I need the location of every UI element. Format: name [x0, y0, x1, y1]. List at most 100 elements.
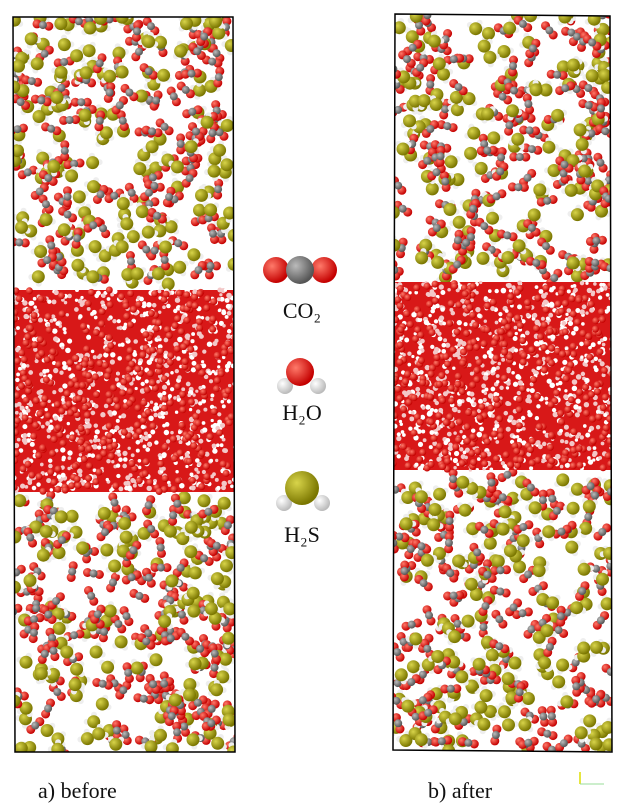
atom-c — [145, 67, 153, 75]
atom-c — [110, 192, 118, 200]
atom-h — [173, 309, 177, 313]
atom-o — [207, 433, 214, 440]
atom-o — [203, 305, 210, 312]
atom-c — [192, 128, 200, 136]
atom-c — [211, 664, 219, 672]
atom-s — [89, 240, 102, 253]
atom-h — [401, 430, 405, 434]
atom-h — [101, 294, 105, 298]
atom-o — [14, 358, 21, 365]
atom-h — [18, 367, 22, 371]
atom-c — [446, 569, 454, 577]
atom-c — [601, 127, 609, 135]
atom-s — [90, 646, 103, 659]
atom-h — [117, 450, 121, 454]
atom-h — [104, 404, 109, 409]
atom-h — [187, 393, 191, 397]
atom-o — [75, 482, 82, 489]
atom-c — [209, 230, 217, 238]
atom-c — [588, 39, 596, 47]
atom-s — [556, 659, 569, 672]
atom-o — [132, 433, 139, 440]
atom-c — [127, 257, 135, 265]
atom-s — [41, 724, 54, 737]
atom-h — [61, 398, 65, 402]
atom-o — [106, 423, 113, 430]
atom-h — [228, 480, 232, 484]
atom-s — [462, 615, 475, 628]
atom-h — [170, 431, 174, 435]
atom-h — [86, 335, 91, 340]
atom-c — [119, 686, 127, 694]
atom-o — [175, 477, 182, 484]
atom-h — [560, 439, 564, 443]
atom-h — [410, 7, 416, 13]
atom-h — [155, 406, 159, 410]
atom-o — [157, 348, 164, 355]
atom-h — [612, 294, 616, 298]
atom-c — [426, 81, 434, 89]
atom-o — [118, 293, 125, 300]
atom-c — [161, 256, 169, 264]
atom-h — [48, 425, 54, 431]
atom-c — [73, 234, 81, 242]
atom-s — [529, 501, 542, 514]
atom-o — [385, 487, 394, 496]
atom-c — [100, 628, 108, 636]
atom-c — [204, 508, 212, 516]
atom-c — [462, 239, 470, 247]
atom-h — [92, 310, 97, 315]
atom-h — [568, 321, 573, 326]
atom-h — [479, 427, 484, 432]
atom-h — [145, 379, 149, 383]
atom-c — [213, 49, 221, 57]
atom-s — [430, 98, 443, 111]
atom-s — [37, 549, 50, 562]
atom-c — [113, 727, 121, 735]
atom-h — [576, 399, 581, 404]
atom-c — [546, 643, 554, 651]
atom-o — [127, 290, 134, 297]
atom-o — [144, 386, 151, 393]
atom-s — [538, 656, 551, 669]
atom-h — [53, 368, 58, 373]
atom-s — [483, 51, 496, 64]
atom-o — [198, 450, 205, 457]
atom-s — [222, 632, 235, 645]
atom-c — [528, 625, 536, 633]
atom-h — [65, 348, 71, 354]
atom-h — [33, 297, 37, 301]
atom-c — [151, 247, 159, 255]
atom-h — [227, 311, 232, 316]
atom-o — [64, 390, 71, 397]
atom-o — [157, 358, 164, 365]
atom-h — [563, 394, 568, 399]
atom-s — [590, 641, 603, 654]
atom-o — [85, 475, 92, 482]
atom-s — [533, 183, 546, 196]
atom-h — [223, 448, 228, 453]
atom-s — [162, 278, 175, 291]
atom-s — [58, 38, 71, 51]
atom-s — [474, 701, 487, 714]
atom-h — [384, 243, 390, 249]
atom-o — [221, 349, 228, 356]
atom-s — [453, 216, 466, 229]
atom-s — [552, 675, 565, 688]
atom-s — [603, 547, 616, 560]
atom-o — [79, 382, 86, 389]
atom-c — [505, 121, 513, 129]
atom-s — [427, 518, 440, 531]
atom-h — [202, 421, 206, 425]
atom-o — [88, 289, 95, 296]
atom-h — [77, 390, 82, 395]
atom-o — [185, 433, 192, 440]
atom-h — [54, 290, 59, 295]
atom-h — [48, 458, 52, 462]
atom-o — [161, 375, 168, 382]
atom-h — [181, 387, 185, 391]
atom-s — [31, 57, 44, 70]
atom-c — [58, 536, 66, 544]
atom-h — [118, 7, 124, 13]
atom-c — [591, 492, 599, 500]
